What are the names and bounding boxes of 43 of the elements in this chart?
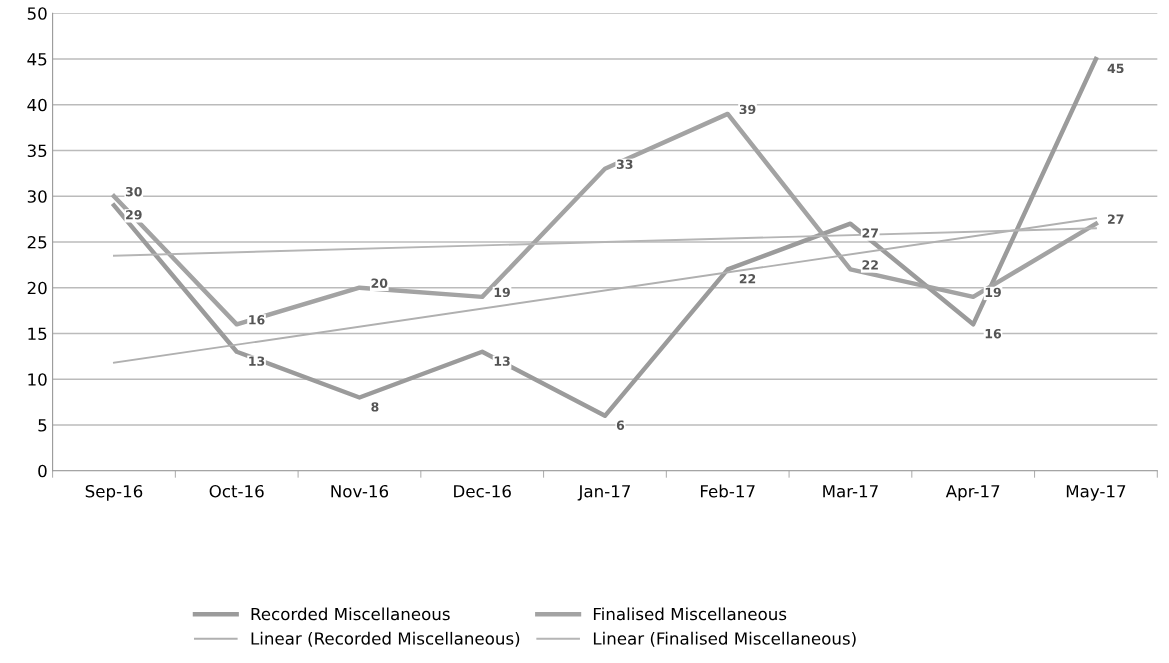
x-tick-label: Jan-17 [577, 485, 630, 501]
data-label: 27 [862, 228, 878, 238]
data-label: 8 [371, 402, 379, 412]
data-label: 22 [739, 274, 756, 284]
x-tick-label: Oct-16 [209, 484, 264, 498]
data-label: 16 [249, 315, 265, 325]
data-label: 20 [371, 278, 388, 288]
data-label: 39 [739, 104, 756, 115]
x-tick-label: Nov-16 [331, 484, 389, 498]
data-label: 22 [862, 260, 878, 270]
legend-label: Linear (Finalised Miscellaneous) [593, 631, 856, 647]
data-label: 16 [985, 328, 1002, 339]
y-tick-label: 35 [27, 144, 47, 158]
x-tick-label: Mar-17 [823, 485, 878, 498]
y-tick-label: 20 [27, 281, 47, 295]
x-tick-label: Dec-16 [454, 484, 511, 498]
y-tick-label: 50 [27, 7, 47, 20]
legend-label: Finalised Miscellaneous [593, 607, 787, 621]
line-series [111, 56, 1099, 419]
y-tick-label: 10 [28, 373, 47, 386]
legend-label: Recorded Miscellaneous [251, 607, 450, 621]
y-tick-label: 5 [38, 419, 47, 432]
data-label: 30 [125, 186, 142, 197]
y-tick-label: 15 [28, 327, 47, 341]
y-tick-label: 40 [27, 98, 47, 112]
legend-label: Linear (Recorded Miscellaneous) [251, 631, 520, 647]
y-tick-label: 0 [38, 464, 47, 478]
data-label: 33 [616, 159, 633, 169]
data-label: 19 [985, 287, 1001, 298]
y-tick-label: 25 [27, 235, 47, 249]
data-label: 27 [1108, 214, 1124, 224]
x-tick-label: May-17 [1066, 485, 1126, 501]
y-tick-label: 30 [27, 190, 47, 203]
data-label: 19 [494, 287, 510, 298]
x-tick-label: Feb-17 [700, 484, 755, 498]
data-label: 45 [1107, 63, 1124, 74]
x-tick-label: Apr-17 [945, 485, 1000, 501]
x-tick-label: Sep-16 [85, 484, 143, 501]
y-tick-label: 45 [27, 53, 47, 66]
data-label: 13 [249, 356, 265, 366]
data-label: 6 [616, 420, 625, 430]
data-label: 29 [126, 210, 142, 220]
data-label: 13 [494, 356, 510, 366]
